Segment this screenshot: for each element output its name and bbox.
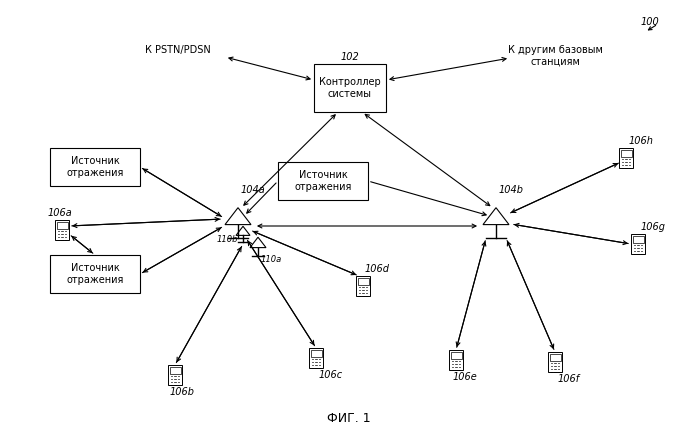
Polygon shape (250, 237, 266, 248)
Text: 104b: 104b (499, 185, 524, 195)
Bar (449, 350, 463, 370)
Text: 106f: 106f (558, 374, 580, 384)
Bar (309, 348, 323, 368)
Text: 100: 100 (640, 17, 659, 27)
Text: Контроллер
системы: Контроллер системы (319, 77, 381, 99)
Text: К PSTN/PDSN: К PSTN/PDSN (145, 45, 211, 55)
Bar (50, 255, 140, 293)
Bar (314, 64, 386, 112)
Bar (50, 148, 140, 186)
Bar (621, 149, 631, 157)
Text: 106g: 106g (641, 222, 666, 232)
Bar (357, 278, 368, 285)
Bar (57, 221, 68, 229)
Bar (619, 148, 633, 168)
Bar (169, 366, 180, 374)
Text: 110b: 110b (217, 236, 238, 245)
Text: Источник
отражения: Источник отражения (66, 263, 124, 285)
Text: Источник
отражения: Источник отражения (66, 156, 124, 178)
Text: 106c: 106c (319, 370, 343, 380)
Bar (55, 220, 69, 240)
Text: 102: 102 (340, 52, 359, 62)
Bar (278, 162, 368, 200)
Text: 104a: 104a (241, 185, 266, 195)
Text: ФИГ. 1: ФИГ. 1 (327, 411, 370, 425)
Polygon shape (483, 208, 509, 225)
Bar (633, 236, 644, 243)
Bar (631, 234, 645, 254)
Text: 106d: 106d (365, 264, 390, 274)
Text: К другим базовым
станциям: К другим базовым станциям (507, 45, 603, 67)
Bar (549, 353, 561, 361)
Text: Источник
отражения: Источник отражения (294, 170, 352, 192)
Text: 106e: 106e (453, 372, 477, 382)
Bar (356, 276, 370, 296)
Text: 106h: 106h (629, 136, 654, 146)
Text: 106b: 106b (170, 387, 195, 397)
Text: 110a: 110a (261, 256, 282, 265)
Polygon shape (225, 208, 251, 225)
Bar (310, 350, 322, 357)
Polygon shape (236, 227, 250, 236)
Bar (548, 352, 562, 372)
Bar (168, 365, 182, 385)
Bar (450, 351, 461, 359)
Text: 106a: 106a (48, 208, 73, 218)
